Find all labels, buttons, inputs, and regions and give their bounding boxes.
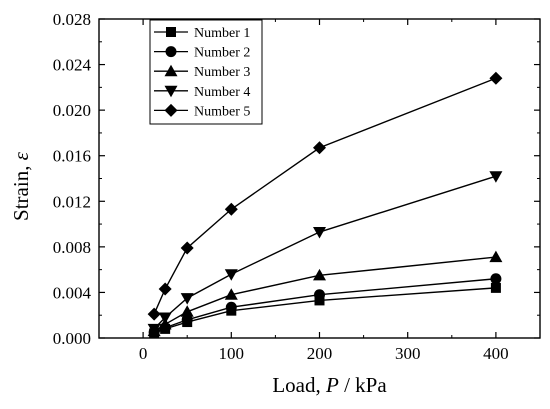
x-tick-label: 200 (307, 344, 333, 363)
series-4 (147, 171, 503, 336)
legend-label: Number 5 (194, 104, 250, 119)
data-point (224, 202, 238, 216)
y-tick-label: 0.024 (53, 56, 92, 75)
data-point (489, 71, 503, 85)
y-axis-title-part: ε (9, 151, 33, 160)
legend-marker (164, 103, 178, 117)
y-tick-label: 0.020 (53, 101, 91, 120)
series-1 (149, 282, 501, 339)
x-axis-title-part: P (325, 373, 339, 397)
x-tick-label: 300 (395, 344, 421, 363)
legend-label: Number 4 (194, 85, 250, 100)
x-tick-label: 400 (483, 344, 509, 363)
legend-label: Number 1 (194, 26, 250, 41)
data-point (180, 305, 194, 317)
data-point (313, 268, 326, 281)
data-point (147, 307, 161, 321)
legend-item: Number 1 (154, 26, 250, 41)
legend: Number 1 Number 2 Number 3 Number 4 Number 5 (149, 19, 263, 125)
data-point (225, 301, 237, 313)
data-point (158, 282, 172, 296)
data-point (489, 250, 503, 263)
data-point (489, 171, 503, 183)
legend-label: Number 3 (194, 65, 250, 80)
legend-label: Number 2 (194, 46, 250, 61)
data-point (181, 314, 193, 326)
y-tick-label: 0.016 (53, 147, 91, 166)
data-point (490, 273, 502, 285)
legend-marker (166, 27, 176, 37)
legend-item: Number 5 (154, 103, 250, 119)
x-axis-title-part: / kPa (339, 373, 388, 397)
x-axis-title: Load, P / kPa (272, 373, 387, 397)
legend-marker (165, 46, 177, 58)
y-axis-title: Strain, ε (9, 151, 33, 221)
y-tick-label: 0.008 (53, 238, 91, 257)
series-3 (147, 250, 503, 337)
data-point (158, 312, 172, 324)
y-tick-label: 0.012 (53, 192, 91, 211)
y-tick-label: 0.004 (53, 283, 92, 302)
data-point (147, 323, 161, 336)
y-axis-title-part: Strain, (9, 160, 33, 221)
y-tick-label: 0.000 (53, 329, 91, 348)
x-tick-label: 100 (219, 344, 245, 363)
axes: 0 100 200 300 400 0.000 0.004 0.008 0.012 0.016 0.… (53, 10, 541, 363)
series-5 (147, 71, 503, 321)
legend-item: Number 3 (154, 64, 250, 80)
x-tick-label: 0 (139, 344, 148, 363)
data-point (313, 141, 326, 155)
series-line (153, 175, 497, 330)
data-point (313, 227, 326, 239)
data-point (224, 269, 238, 281)
data-point (314, 295, 325, 306)
data-point (180, 241, 194, 255)
data-point (314, 289, 325, 301)
legend-item: Number 4 (154, 85, 250, 100)
legend-item: Number 2 (154, 46, 250, 61)
y-tick-label: 0.028 (53, 10, 91, 29)
data-point (490, 282, 501, 293)
series-layer (147, 71, 503, 339)
legend-marker (164, 85, 178, 98)
x-axis-title-part: Load, (272, 373, 326, 397)
data-point (180, 293, 194, 305)
series-line (153, 278, 496, 333)
legend-marker (164, 64, 178, 77)
data-point (224, 288, 238, 300)
